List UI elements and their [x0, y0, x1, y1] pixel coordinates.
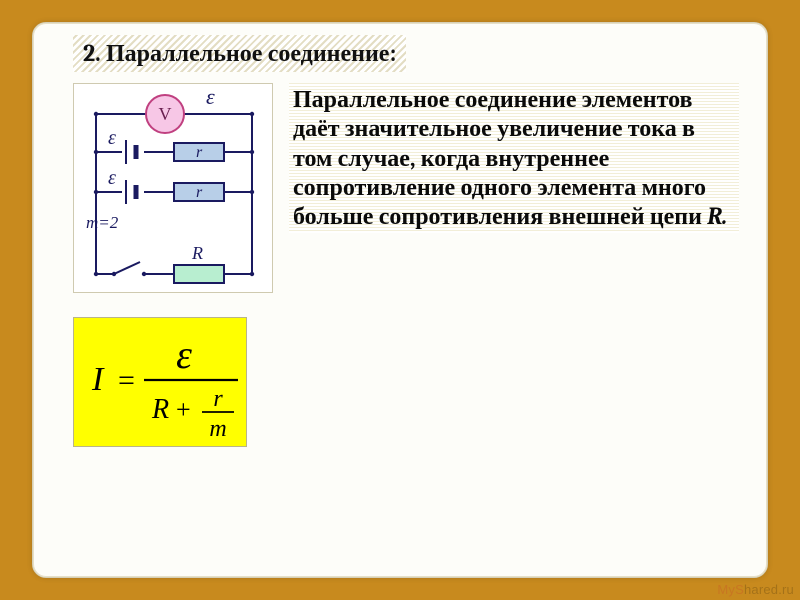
cell-1 [126, 140, 136, 164]
eps-left-1-label: ε [108, 127, 116, 149]
formula-eps: ε [176, 332, 192, 377]
description-body: Параллельное соединение элементов даёт з… [293, 85, 707, 230]
formula-plus: + [176, 395, 191, 424]
description-text: Параллельное соединение элементов даёт з… [289, 83, 739, 233]
eps-top-label: ε [206, 84, 215, 109]
description-tail: R. [707, 202, 727, 230]
formula-R: R [151, 394, 169, 425]
resistor-R [174, 265, 224, 283]
circuit-diagram: V ε ε ε r r R m=2 [73, 83, 273, 293]
eps-left-2-label: ε [108, 167, 116, 189]
r-2-label: r [196, 184, 203, 201]
watermark-prefix: MyS [717, 582, 744, 597]
formula-m: m [209, 416, 226, 442]
formula-I: I [91, 361, 105, 398]
watermark: MyShared.ru [717, 582, 794, 597]
watermark-suffix: hared.ru [744, 582, 794, 597]
voltmeter-label: V [159, 104, 172, 124]
formula-r: r [213, 386, 223, 412]
formula-block: I = ε R + r m [73, 317, 247, 447]
m-label: m=2 [86, 213, 119, 232]
cell-2 [126, 180, 136, 204]
slide-card: 2. Параллельное соединение: [32, 22, 768, 578]
section-heading: 2. Параллельное соединение: [73, 35, 406, 72]
r-1-label: r [196, 144, 203, 161]
formula-eq: = [118, 364, 135, 397]
R-label: R [191, 243, 203, 263]
